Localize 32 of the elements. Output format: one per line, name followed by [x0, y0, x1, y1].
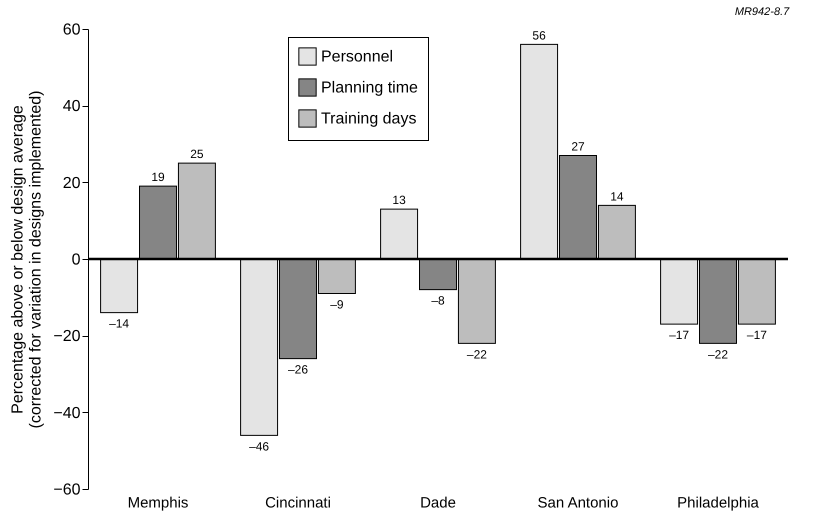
y-tick-label: −40: [53, 404, 81, 422]
data-label: –26: [288, 362, 308, 377]
y-axis-title: Percentage above or below design average (corrected for variation in designs implemented): [9, 90, 44, 428]
data-label: 13: [392, 193, 406, 208]
y-tick-label: 0: [72, 252, 81, 268]
y-tick-label: 60: [62, 22, 81, 38]
legend-label: Personnel: [321, 48, 394, 66]
legend-label: Training days: [321, 110, 416, 128]
data-label: –22: [708, 347, 728, 362]
data-label: –9: [330, 298, 344, 312]
x-tick-label: Memphis: [128, 494, 188, 512]
data-label: –22: [466, 347, 488, 362]
data-label: 56: [532, 28, 546, 42]
y-tick-label: −60: [53, 482, 81, 498]
data-label: –17: [746, 328, 768, 342]
data-label: 14: [610, 189, 624, 204]
x-tick-label: Dade: [420, 494, 456, 512]
data-label: 27: [571, 140, 585, 154]
data-label: –46: [249, 439, 270, 454]
data-label: –14: [109, 316, 130, 331]
text: MR942-8.7: [734, 6, 790, 18]
y-tick-label: 40: [62, 98, 81, 116]
x-tick-label: Cincinnati: [265, 494, 331, 512]
data-label: –17: [669, 328, 690, 342]
y-tick-label: 20: [62, 174, 81, 192]
data-label: 25: [190, 147, 204, 162]
legend-label: Planning time: [321, 80, 418, 96]
x-tick-label: Philadelphia: [677, 494, 760, 512]
data-label: 19: [151, 170, 165, 184]
x-tick-label: San Antonio: [538, 494, 618, 512]
y-tick-label: −20: [53, 328, 81, 346]
data-label: –8: [431, 294, 445, 308]
